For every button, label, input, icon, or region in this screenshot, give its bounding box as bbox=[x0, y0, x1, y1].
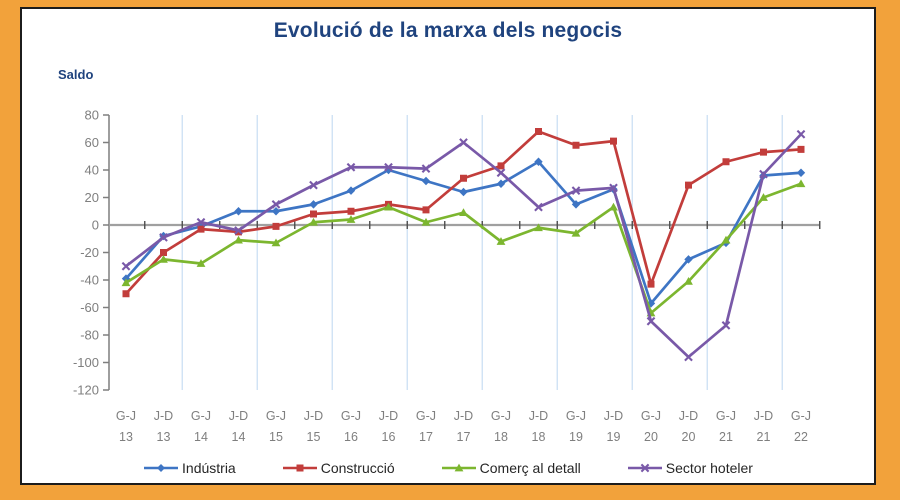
svg-text:J-D: J-D bbox=[529, 409, 548, 423]
svg-text:J-D: J-D bbox=[154, 409, 173, 423]
svg-text:0: 0 bbox=[92, 218, 99, 233]
svg-text:G-J: G-J bbox=[416, 409, 436, 423]
legend-item-sector-hoteler: Sector hoteler bbox=[627, 460, 753, 476]
svg-text:J-D: J-D bbox=[454, 409, 473, 423]
svg-text:-80: -80 bbox=[80, 328, 99, 343]
svg-text:G-J: G-J bbox=[491, 409, 511, 423]
series-sector-hoteler bbox=[121, 129, 806, 362]
svg-text:G-J: G-J bbox=[791, 409, 811, 423]
svg-text:-60: -60 bbox=[80, 300, 99, 315]
svg-text:21: 21 bbox=[757, 430, 771, 444]
svg-text:14: 14 bbox=[194, 430, 208, 444]
svg-text:J-D: J-D bbox=[304, 409, 323, 423]
svg-text:J-D: J-D bbox=[604, 409, 623, 423]
svg-text:15: 15 bbox=[269, 430, 283, 444]
legend-swatch-x-icon bbox=[627, 463, 662, 473]
svg-text:16: 16 bbox=[344, 430, 358, 444]
x-axis: G-J 13 J-D 13 G-J 14 J-D 14 G-J 15 J-D 15 G-J 16 J-D 16… bbox=[109, 221, 821, 444]
legend-item-comerc-al-detall: Comerç al detall bbox=[441, 460, 581, 476]
chart-title: Evolució de la marxa dels negocis bbox=[273, 19, 623, 42]
svg-text:18: 18 bbox=[532, 430, 546, 444]
svg-text:60: 60 bbox=[85, 135, 99, 150]
svg-text:G-J: G-J bbox=[341, 409, 361, 423]
svg-text:J-D: J-D bbox=[379, 409, 398, 423]
svg-text:J-D: J-D bbox=[679, 409, 698, 423]
svg-text:J-D: J-D bbox=[754, 409, 773, 423]
svg-text:G-J: G-J bbox=[641, 409, 661, 423]
svg-text:17: 17 bbox=[457, 430, 471, 444]
chart-legend: Indústria Construcció Comerç al detall Sect… bbox=[22, 460, 874, 476]
chart-canvas: 806040200-20-40-60-80-100-120G-J13J-D13G… bbox=[73, 108, 821, 444]
legend-label: Sector hoteler bbox=[665, 460, 753, 476]
y-axis-title: Saldo bbox=[58, 67, 94, 82]
svg-text:19: 19 bbox=[607, 430, 621, 444]
legend-swatch-triangle-icon bbox=[441, 463, 476, 472]
svg-text:17: 17 bbox=[419, 430, 433, 444]
legend-label: Construcció bbox=[320, 460, 395, 476]
svg-text:-120: -120 bbox=[73, 383, 99, 398]
svg-text:J-D: J-D bbox=[229, 409, 248, 423]
svg-text:40: 40 bbox=[85, 163, 99, 178]
svg-text:G-J: G-J bbox=[116, 409, 136, 423]
svg-text:19: 19 bbox=[569, 430, 583, 444]
svg-text:13: 13 bbox=[157, 430, 171, 444]
svg-text:G-J: G-J bbox=[191, 409, 211, 423]
svg-text:15: 15 bbox=[307, 430, 321, 444]
svg-text:G-J: G-J bbox=[566, 409, 586, 423]
series-comerc-al-detall bbox=[121, 179, 806, 317]
svg-text:20: 20 bbox=[85, 190, 99, 205]
svg-text:22: 22 bbox=[794, 430, 808, 444]
svg-text:G-J: G-J bbox=[266, 409, 286, 423]
svg-text:-40: -40 bbox=[80, 273, 99, 288]
svg-text:G-J: G-J bbox=[716, 409, 736, 423]
legend-label: Comerç al detall bbox=[479, 460, 581, 476]
y-axis: 80 60 40 20 0 -20 -40 -60 -80 -100 -120 bbox=[73, 108, 110, 398]
svg-text:18: 18 bbox=[494, 430, 508, 444]
svg-text:16: 16 bbox=[382, 430, 396, 444]
legend-swatch-square-icon bbox=[282, 464, 317, 472]
legend-label: Indústria bbox=[182, 460, 236, 476]
svg-text:80: 80 bbox=[85, 108, 99, 123]
svg-text:13: 13 bbox=[119, 430, 133, 444]
legend-item-construccio: Construcció bbox=[282, 460, 395, 476]
legend-swatch-diamond-icon bbox=[144, 464, 179, 472]
legend-item-industria: Indústria bbox=[143, 460, 236, 476]
svg-text:-100: -100 bbox=[73, 355, 99, 370]
svg-text:-20: -20 bbox=[80, 245, 99, 260]
svg-text:20: 20 bbox=[644, 430, 658, 444]
svg-text:21: 21 bbox=[719, 430, 733, 444]
svg-text:14: 14 bbox=[232, 430, 246, 444]
svg-text:20: 20 bbox=[682, 430, 696, 444]
chart-panel: Evolució de la marxa dels negocis Saldo … bbox=[20, 7, 876, 485]
